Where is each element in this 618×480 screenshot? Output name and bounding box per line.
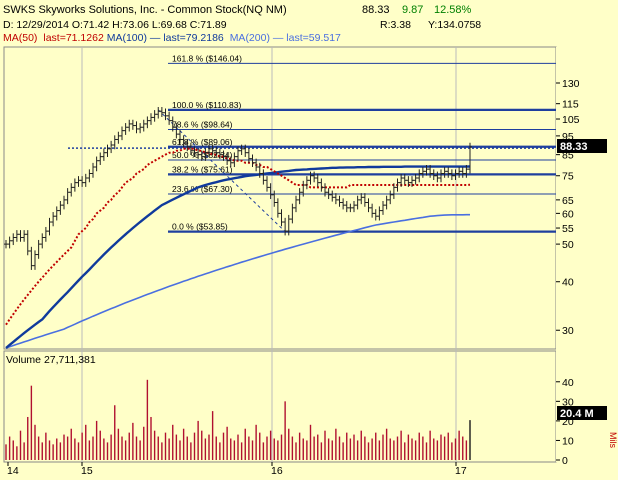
price-panel [3,46,557,350]
r-readout: R:3.38 [380,19,411,31]
price-tick-label: 85 [562,150,574,162]
price-badge [557,139,607,153]
volume-bars [5,379,471,460]
ohlc-readout: D: 12/29/2014 O:71.42 H:73.06 L:69.68 C:… [3,19,227,31]
price-tick-label: 130 [562,78,580,90]
ma100-label: MA(100) [107,32,147,44]
volume-unit-label: Mils [608,432,618,448]
price-change: 9.87 [402,4,423,16]
y-readout: Y:134.0758 [428,19,481,31]
price-tick-label: 105 [562,114,580,126]
fib-swing-line [157,109,286,232]
volume-label: Volume 27,711,381 [6,354,96,366]
time-tick-label: 14 [7,465,19,477]
volume-tick-label: 20 [562,416,574,428]
volume-tick-label: 0 [562,455,568,467]
time-tick-label: 16 [271,465,283,477]
price-badge-label: 88.33 [560,141,588,153]
fib-level-label: 78.6 % ($98.64) [172,120,233,130]
volume-tick-label: 30 [562,396,574,408]
fib-level-label: 50.0 % ($82.34) [172,150,233,160]
price-change-pct: 12.58% [434,4,472,16]
ma200-dash: — [273,32,286,44]
ma100-line [5,165,471,349]
price-tick-label: 65 [562,195,574,207]
price-tick-label: 50 [562,239,574,251]
time-axis: 14 15 16 17 [7,462,467,477]
fib-level-label: 61.8 % ($89.06) [172,137,233,147]
price-tick-label: 95 [562,131,574,143]
ma200-last: last=59.517 [286,32,341,44]
fibonacci-levels: 161.8 % ($146.04) 100.0 % ($110.83) 78.6 %… [68,53,556,233]
volume-badge [557,406,607,420]
price-tick-label: 55 [562,223,574,235]
fib-level-label: 161.8 % ($146.04) [172,53,242,63]
volume-panel [3,350,557,463]
price-tick-label: 60 [562,208,574,220]
time-tick-label: 15 [81,465,93,477]
fib-level-label: 23.6 % ($67.30) [172,184,233,194]
time-tick-label: 17 [455,465,467,477]
ma100-dash: — [150,32,163,44]
volume-badge-label: 20.4 M [560,408,594,420]
chart-title: SWKS Skyworks Solutions, Inc. - Common S… [3,4,287,16]
fib-level-label: 100.0 % ($110.83) [172,100,241,110]
ma200-label: MA(200) [230,32,270,44]
axis-panel [556,47,618,462]
volume-tick-label: 40 [562,377,574,389]
ma50-last: last=71.1262 [43,32,104,44]
ma100-last: last=79.2186 [163,32,224,44]
ma50-label: MA(50) [3,32,37,44]
price-tick-label: 115 [562,99,579,111]
price-bars [4,107,472,270]
last-price: 88.33 [362,4,390,16]
fib-level-label: 0.0 % ($53.85) [172,222,228,232]
price-tick-label: 40 [562,277,574,289]
price-bar [468,142,472,174]
ma-legend: MA(50) last=71.1262 MA(100) — last=79.21… [3,32,341,44]
fib-level-label: 38.2 % ($75.61) [172,164,233,174]
grid-lines [81,47,457,462]
ma200-line [5,213,470,349]
volume-tick-label: 10 [562,435,574,447]
price-tick-label: 75 [562,171,574,183]
price-tick-label: 30 [562,325,574,337]
volume-axis: 0 10 20 30 40 [556,377,574,467]
